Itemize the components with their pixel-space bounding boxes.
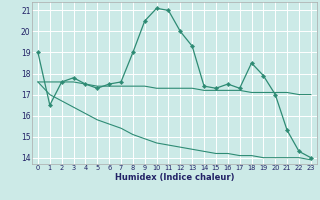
X-axis label: Humidex (Indice chaleur): Humidex (Indice chaleur) — [115, 173, 234, 182]
